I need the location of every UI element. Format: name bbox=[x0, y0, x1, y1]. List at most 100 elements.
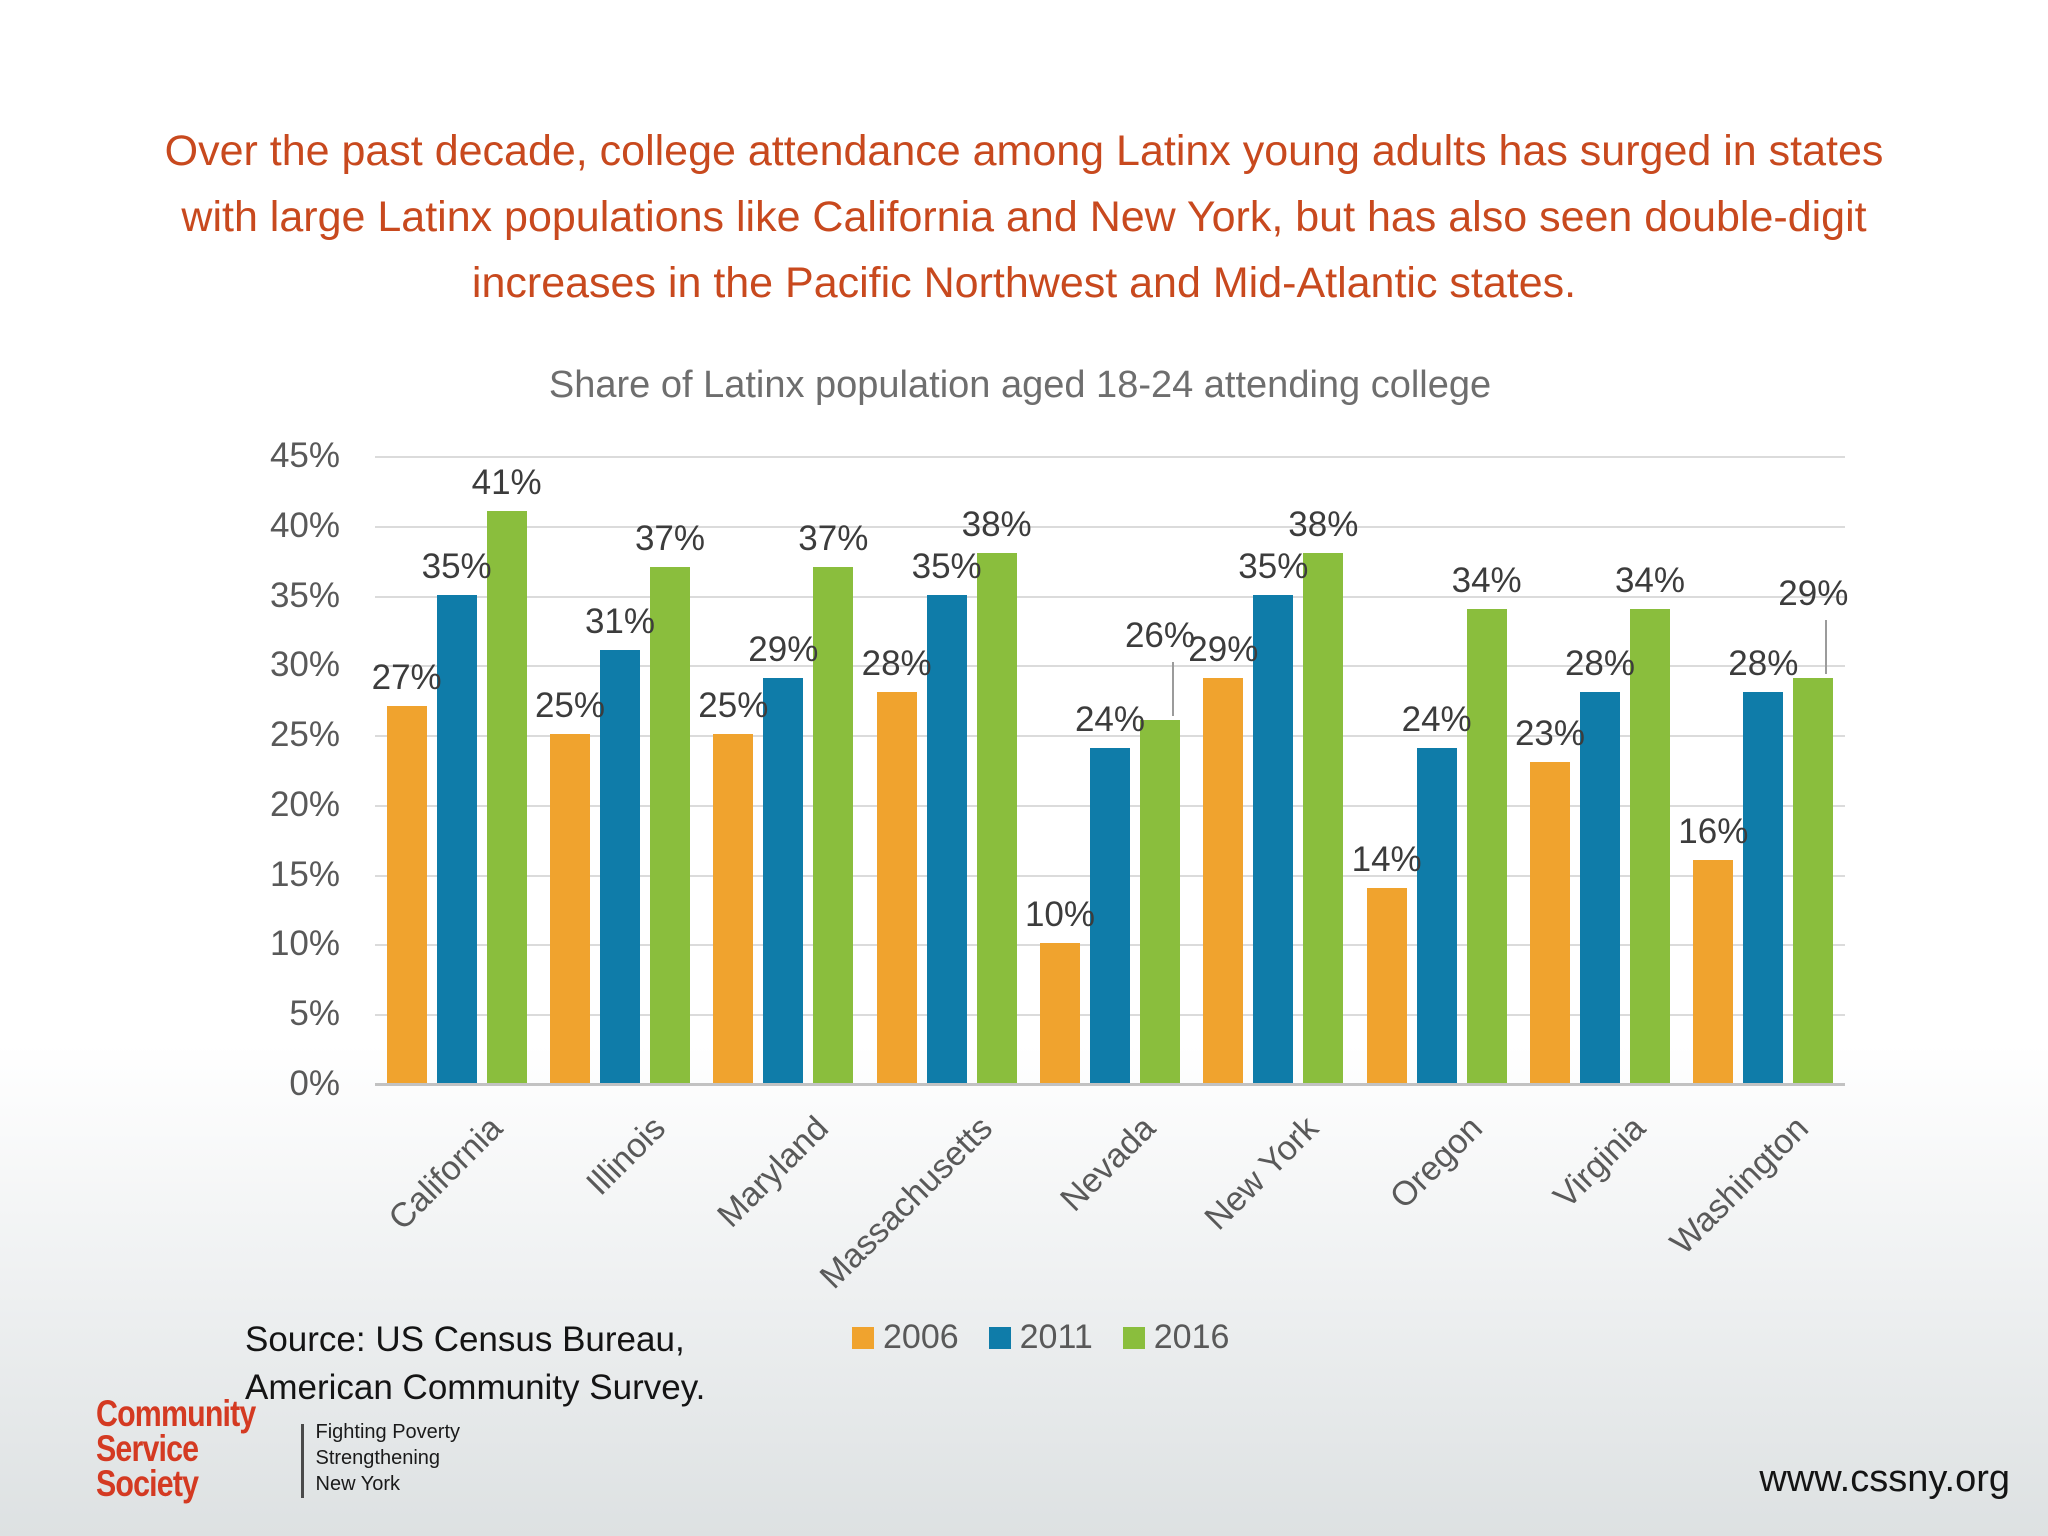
gridline-30 bbox=[375, 665, 1845, 668]
y-tick-0: 0% bbox=[289, 1064, 340, 1104]
gridline-35 bbox=[375, 595, 1845, 598]
bar-value-label-2006-oregon: 14% bbox=[1351, 839, 1422, 879]
source-note: Source: US Census Bureau, American Commu… bbox=[245, 1316, 705, 1412]
legend-swatch-2016 bbox=[1122, 1326, 1145, 1349]
bar-value-label-2016-virginia: 34% bbox=[1614, 560, 1686, 600]
y-tick-25: 25% bbox=[269, 715, 340, 755]
bar-value-label-2006-maryland: 25% bbox=[698, 686, 769, 726]
gridline-40 bbox=[375, 525, 1845, 528]
y-tick-10: 10% bbox=[269, 924, 340, 964]
bar-value-label-2006-illinois: 25% bbox=[534, 686, 606, 726]
logo-tagline-line-1: Fighting Poverty bbox=[315, 1421, 461, 1443]
logo-word-society: Society bbox=[96, 1463, 199, 1504]
y-tick-45: 45% bbox=[269, 436, 340, 476]
source-line-2: American Community Survey. bbox=[245, 1368, 706, 1407]
x-label-nevada: Nevada bbox=[1053, 1109, 1163, 1219]
bar-value-label-2016-massachusetts: 38% bbox=[961, 504, 1032, 544]
bar-value-label-2011-washington: 28% bbox=[1728, 644, 1799, 684]
bar-value-label-2016-california: 41% bbox=[471, 462, 542, 502]
bar-2016-oregon bbox=[1466, 608, 1507, 1083]
bar-value-label-2011-california: 35% bbox=[421, 546, 492, 586]
y-tick-40: 40% bbox=[269, 505, 340, 545]
bar-2006-nevada bbox=[1040, 943, 1080, 1083]
x-label-oregon: Oregon bbox=[1382, 1109, 1490, 1217]
bar-value-label-2011-massachusetts: 35% bbox=[911, 546, 982, 586]
headline-line-2: with large Latinx populations like Calif… bbox=[181, 193, 1867, 241]
bar-2006-washington bbox=[1693, 859, 1734, 1083]
bar-value-label-2016-maryland: 37% bbox=[798, 518, 869, 558]
bar-value-label-2016-new-york: 38% bbox=[1288, 504, 1359, 544]
bar-value-label-2011-nevada: 24% bbox=[1074, 700, 1146, 740]
label-leader-line bbox=[1172, 662, 1174, 717]
x-label-virginia: Virginia bbox=[1546, 1109, 1653, 1216]
bar-2006-massachusetts bbox=[876, 692, 917, 1083]
x-label-new-york: New York bbox=[1197, 1109, 1327, 1238]
logo-tagline-line-3: New York bbox=[315, 1473, 401, 1495]
css-logo: Community Service Society Fighting Pover… bbox=[96, 1393, 461, 1504]
bar-2016-california bbox=[486, 510, 527, 1083]
bar-2006-illinois bbox=[550, 734, 590, 1083]
bar-value-label-2006-washington: 16% bbox=[1678, 811, 1749, 851]
bar-value-label-2016-illinois: 37% bbox=[634, 518, 706, 558]
bar-2011-washington bbox=[1743, 692, 1784, 1083]
legend-label-2011: 2011 bbox=[1019, 1318, 1093, 1356]
bar-value-label-2016-nevada: 26% bbox=[1124, 616, 1196, 656]
logo-wordmark: Community Service Society bbox=[96, 1393, 256, 1504]
bar-value-label-2011-virginia: 28% bbox=[1564, 644, 1636, 684]
bar-2016-virginia bbox=[1630, 608, 1670, 1083]
website-url: www.cssny.org bbox=[1759, 1458, 2010, 1500]
bar-2011-oregon bbox=[1416, 748, 1457, 1083]
legend-item-2016: 2016 bbox=[1122, 1318, 1229, 1357]
bar-2016-massachusetts bbox=[976, 552, 1017, 1083]
bar-value-label-2011-maryland: 29% bbox=[748, 630, 819, 670]
bar-2011-california bbox=[436, 594, 477, 1083]
bar-2011-massachusetts bbox=[926, 594, 967, 1083]
bar-2016-illinois bbox=[650, 566, 690, 1083]
bar-value-label-2011-illinois: 31% bbox=[584, 602, 656, 642]
plot-area: 0% 5% 10% 15% 20% 25% 30% 35% 40% 45% 27% 35% 41% Cal… bbox=[270, 436, 1849, 1296]
y-tick-20: 20% bbox=[269, 785, 340, 825]
y-tick-30: 30% bbox=[269, 645, 340, 685]
logo-word-community: Community bbox=[96, 1393, 256, 1434]
bar-2006-california bbox=[386, 706, 427, 1083]
headline-line-1: Over the past decade, college attendance… bbox=[164, 127, 1884, 175]
bar-2016-nevada bbox=[1140, 720, 1180, 1083]
source-line-1: Source: US Census Bureau, bbox=[245, 1320, 685, 1359]
chart-title: Share of Latinx population aged 18-24 at… bbox=[548, 364, 1492, 406]
logo-divider bbox=[300, 1424, 304, 1498]
logo-tagline: Fighting Poverty Strengthening New York bbox=[316, 1419, 461, 1501]
x-axis-line bbox=[375, 1083, 1845, 1086]
bar-value-label-2006-new-york: 29% bbox=[1188, 630, 1259, 670]
bar-2006-virginia bbox=[1530, 762, 1570, 1083]
bar-2006-maryland bbox=[713, 734, 754, 1083]
label-leader-line bbox=[1825, 620, 1828, 675]
gridline-45 bbox=[375, 456, 1845, 458]
x-label-washington: Washington bbox=[1663, 1109, 1817, 1262]
bar-value-label-2011-oregon: 24% bbox=[1401, 700, 1472, 740]
headline-line-3: increases in the Pacific Northwest and M… bbox=[471, 259, 1577, 307]
legend-swatch-2011 bbox=[988, 1326, 1011, 1349]
legend-swatch-2006 bbox=[852, 1326, 874, 1349]
gridline-25 bbox=[375, 735, 1845, 738]
y-tick-15: 15% bbox=[269, 854, 340, 894]
x-label-massachusetts: Massachusetts bbox=[812, 1109, 1000, 1297]
y-tick-35: 35% bbox=[269, 575, 340, 615]
bar-2011-new-york bbox=[1253, 594, 1294, 1083]
legend-item-2006: 2006 bbox=[852, 1318, 959, 1357]
bar-2016-maryland bbox=[813, 566, 854, 1083]
bar-value-label-2006-nevada: 10% bbox=[1024, 895, 1096, 935]
bar-value-label-2006-massachusetts: 28% bbox=[861, 644, 932, 684]
legend-label-2006: 2006 bbox=[883, 1318, 959, 1356]
legend-item-2011: 2011 bbox=[988, 1318, 1093, 1357]
logo-word-service: Service bbox=[96, 1428, 199, 1469]
bar-value-label-2011-new-york: 35% bbox=[1238, 546, 1309, 586]
bar-2011-maryland bbox=[763, 678, 804, 1083]
bar-value-label-2006-virginia: 23% bbox=[1514, 714, 1586, 754]
bar-2011-nevada bbox=[1090, 748, 1130, 1083]
bar-value-label-2006-california: 27% bbox=[371, 658, 442, 698]
bar-2016-washington bbox=[1793, 678, 1834, 1083]
bar-2011-virginia bbox=[1580, 692, 1620, 1083]
bar-value-label-2016-washington: 29% bbox=[1778, 574, 1849, 614]
chart-legend: 2006 2011 2016 bbox=[852, 1318, 1229, 1357]
bar-2016-new-york bbox=[1303, 552, 1344, 1083]
